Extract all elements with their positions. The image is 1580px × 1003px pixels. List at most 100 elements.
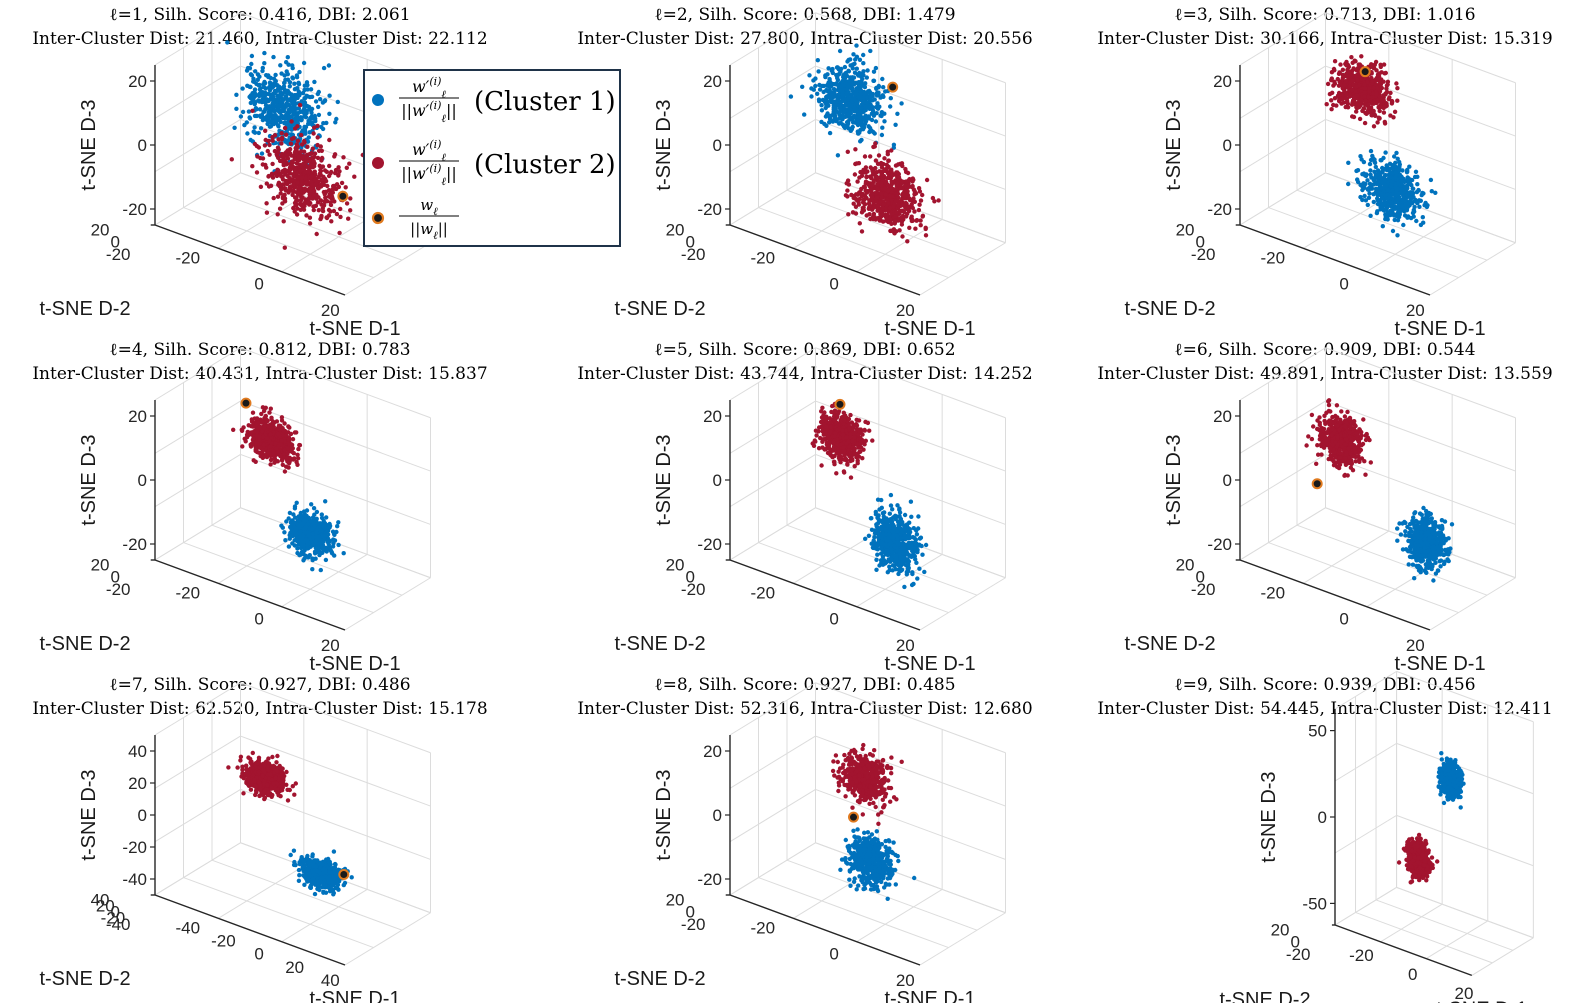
scatter-point — [303, 115, 309, 120]
centroid-point — [887, 81, 899, 93]
scatter-point — [829, 81, 834, 87]
scatter-point — [281, 106, 287, 112]
scatter-point — [1329, 98, 1334, 103]
scatter-point — [850, 82, 856, 87]
scatter-point — [1415, 182, 1420, 187]
scatter-point — [282, 530, 287, 535]
scatter-point — [892, 218, 898, 223]
scatter-point — [324, 515, 329, 520]
scatter-point — [261, 109, 266, 115]
scatter-point — [232, 125, 237, 130]
scatter-point — [1380, 224, 1386, 229]
scatter-point — [845, 149, 850, 154]
scatter-point — [871, 211, 877, 217]
scatter-point — [249, 430, 254, 435]
scatter-point — [262, 425, 267, 431]
scatter-point — [825, 94, 830, 99]
scatter-point — [240, 109, 246, 115]
scatter-point — [1332, 59, 1338, 64]
scatter-point — [294, 212, 300, 217]
scatter-point — [1362, 120, 1368, 126]
scatter-point — [266, 424, 271, 429]
z-axis-label: t-SNE D-3 — [78, 99, 100, 190]
scatter-point — [816, 69, 821, 74]
scatter-point — [835, 77, 841, 83]
scatter-point — [352, 174, 357, 179]
scatter-point — [1372, 169, 1377, 174]
scatter-point — [255, 154, 260, 159]
scatter-point — [327, 111, 332, 117]
subplot-title: ℓ=1, Silh. Score: 0.416, DBI: 2.061 — [109, 5, 410, 25]
scatter-point — [244, 435, 250, 440]
scatter-point — [1324, 102, 1329, 107]
scatter-point — [1339, 96, 1345, 102]
scatter-point — [254, 429, 259, 435]
scatter-point — [318, 97, 323, 102]
scatter-point — [324, 546, 329, 551]
scatter-point — [259, 411, 264, 417]
scatter-point — [859, 210, 865, 215]
scatter-point — [247, 66, 253, 71]
scatter-point — [271, 114, 276, 120]
scatter-point — [1373, 59, 1379, 65]
wall-grid-line — [815, 453, 1006, 525]
z-axis-label: t-SNE D-3 — [653, 99, 675, 190]
scatter-point — [1350, 60, 1355, 65]
scatter-point — [879, 110, 885, 115]
scatter-point — [897, 228, 902, 233]
scatter-point — [296, 154, 301, 160]
scatter-point — [881, 202, 886, 207]
scatter-point — [320, 100, 326, 105]
scatter-point — [289, 105, 294, 111]
scatter-point — [325, 183, 330, 189]
scatter-point — [883, 89, 888, 94]
scatter-point — [278, 191, 283, 196]
scatter-point — [1400, 197, 1405, 202]
scatter-point — [264, 210, 270, 215]
scatter-point — [853, 147, 858, 152]
scatter-point — [298, 207, 303, 212]
scatter-point — [1354, 109, 1359, 114]
scatter-point — [867, 203, 873, 208]
scatter-point — [1346, 160, 1351, 165]
floor-grid-line — [856, 218, 943, 273]
scatter-point — [918, 198, 924, 203]
scatter-point — [885, 570, 890, 575]
scatter-point — [891, 187, 896, 192]
scatter-point — [250, 410, 256, 415]
scatter-point — [1346, 181, 1351, 187]
scatter-point — [1329, 76, 1335, 81]
scatter-point — [890, 507, 895, 512]
scatter-point — [309, 526, 314, 532]
scatter-point — [289, 119, 294, 124]
scatter-point — [249, 53, 255, 59]
scatter-point — [289, 188, 295, 193]
scatter-point — [871, 78, 877, 84]
scatter-point — [295, 124, 300, 129]
scatter-point — [1379, 158, 1384, 163]
subplot-3: ℓ=3, Silh. Score: 0.713, DBI: 1.016Inter… — [1097, 5, 1552, 340]
scatter-point — [268, 111, 273, 116]
scatter-point — [282, 245, 287, 250]
scatter-point — [879, 195, 884, 200]
scatter-point — [288, 184, 294, 189]
scatter-point — [302, 87, 307, 93]
y-axis-label: t-SNE D-2 — [614, 298, 705, 320]
wall-grid-line — [729, 65, 816, 119]
scatter-point — [257, 425, 262, 430]
floor-grid-line — [919, 577, 1006, 631]
scatter-point — [274, 419, 280, 424]
scatter-point — [295, 518, 301, 523]
wall-grid-line — [729, 172, 816, 226]
scatter-point — [278, 423, 283, 429]
scatter-point — [1397, 159, 1402, 165]
scatter-point — [275, 150, 281, 156]
scatter-point — [909, 214, 914, 219]
scatter-point — [1381, 110, 1387, 115]
scatter-point — [893, 122, 898, 128]
scatter-point — [301, 110, 307, 116]
scatter-point — [268, 75, 273, 81]
scatter-point — [254, 421, 260, 427]
scatter-point — [874, 567, 879, 572]
